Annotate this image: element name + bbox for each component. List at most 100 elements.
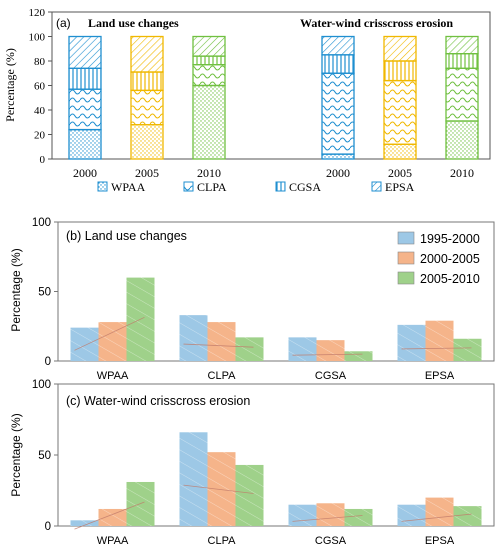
trend-line-epsa [401,513,472,522]
x-tick-label: CGSA [315,370,347,382]
panel-c-x-tick-labels: WPAA CLPA CGSA EPSA [97,535,455,547]
bar-segment-cgsa-2005 [383,60,417,82]
x-tick-label: CGSA [315,535,347,547]
bar-segment-wpaa-2005 [383,143,417,160]
y-tick-label: 60 [34,81,46,93]
bar-wpaa-2005-2010 [126,481,155,526]
bar-epsa-2000-2005 [425,497,454,526]
bar-segment-epsa-2005 [130,35,164,73]
y-tick-label: 0 [45,356,51,368]
bar-cgsa-2000-2005 [316,503,345,526]
bar-segment-wpaa-2010 [445,120,479,160]
panel-a-label: (a) [56,16,71,30]
y-tick-label: 100 [29,32,46,44]
bar-segment-clpa-2010 [445,67,479,122]
x-tick-label: EPSA [425,535,455,547]
y-tick-label: 80 [34,56,46,68]
y-tick-label: 50 [38,287,51,299]
bar-cgsa-1995-2000 [288,337,317,361]
panel-b-title: (b) Land use changes [66,229,187,243]
bar-clpa-2005-2010 [235,464,264,526]
panel-c-bars [70,432,482,530]
y-tick-label: 40 [34,105,46,117]
bar-segment-cgsa-2000 [321,54,355,74]
bar-segment-wpaa-2005 [130,124,164,160]
panel-b-bars [70,277,482,361]
legend-label-2000-2005: 2000-2005 [420,252,480,266]
x-tick-label: WPAA [97,535,129,547]
bar-clpa-1995-2000 [179,432,208,526]
bar-cgsa-2005-2010 [344,351,373,361]
bar-segment-epsa-2010 [445,35,479,55]
bar-wpaa-1995-2000 [70,327,99,361]
bar-segment-cgsa-2010 [192,55,226,66]
panel-c: (c) Water-wind crisscross erosion Percen… [9,379,495,547]
trend-line-cgsa [292,353,363,356]
panel-c-title: (c) Water-wind crisscross erosion [66,394,250,408]
legend-label-epsa: EPSA [385,180,415,194]
panel-c-y-ticks: 0 50 100 [32,379,58,533]
y-tick-label: 120 [29,7,46,19]
bar-segment-epsa-2010 [192,35,226,57]
trend-line-wpaa [74,316,145,351]
bar-segment-epsa-2005 [383,35,417,62]
bar-wpaa-1995-2000 [70,520,99,526]
legend-swatch-wpaa [97,181,108,192]
bar-epsa-2000-2005 [425,320,454,361]
bar-wpaa-2000-2005 [98,508,127,526]
bar-segment-clpa-2005 [383,79,417,145]
panel-a-x-tick-labels: 2000 2005 2010 2000 2005 2010 [73,166,474,180]
bar-segment-cgsa-2000 [68,67,102,90]
bar-cgsa-2005-2010 [344,508,373,526]
legend-label-1995-2000: 1995-2000 [420,232,480,246]
x-tick-label: 2000 [73,166,97,180]
y-tick-label: 0 [40,154,46,166]
bar-segment-wpaa-2000 [68,128,102,160]
bar-segment-clpa-2005 [130,89,164,126]
bar-clpa-2005-2010 [235,337,264,361]
panel-a-group-title-1: Land use changes [88,16,179,30]
panel-a: (a) Land use changes Water-wind crisscro… [3,7,491,194]
x-tick-label: 2010 [197,166,221,180]
bar-segment-epsa-2000 [321,35,355,56]
y-tick-label: 50 [38,450,51,462]
x-tick-label: 2005 [135,166,159,180]
legend-label-2005-2010: 2005-2010 [420,272,480,286]
panel-b-x-tick-labels: WPAA CLPA CGSA EPSA [97,370,455,382]
bar-segment-clpa-2000 [321,72,355,155]
y-tick-label: 100 [32,217,51,229]
panel-a-y-axis-label: Percentage (%) [3,48,17,122]
legend-swatch-2000-2005 [397,251,415,265]
bar-segment-wpaa-2010 [192,84,226,160]
legend-label-wpaa: WPAA [111,180,146,194]
panel-a-bars [68,35,479,160]
legend-swatch-2005-2010 [397,271,415,285]
bar-clpa-1995-2000 [179,315,208,361]
x-tick-label: 2000 [326,166,350,180]
legend-swatch-cgsa [275,181,286,192]
panel-a-legend: WPAA CLPA CGSA EPSA [97,180,415,194]
bar-epsa-2005-2010 [453,338,482,361]
legend-swatch-1995-2000 [397,231,415,245]
bar-epsa-1995-2000 [397,324,426,361]
bar-cgsa-1995-2000 [288,504,317,526]
panel-c-y-axis-label: Percentage (%) [9,413,23,496]
bar-clpa-2000-2005 [207,322,236,361]
legend-swatch-clpa [183,181,194,192]
panel-a-group-title-2: Water-wind crisscross erosion [300,16,453,30]
panel-b: (b) Land use changes Percentage (%) 0 50 1… [9,217,495,382]
x-tick-label: EPSA [425,370,455,382]
y-tick-label: 100 [32,379,51,391]
trend-line-cgsa [292,515,363,522]
bar-cgsa-2000-2005 [316,340,345,361]
legend-swatch-epsa [371,181,382,192]
y-tick-label: 0 [45,521,51,533]
y-tick-label: 20 [34,130,46,142]
panel-b-y-ticks: 0 50 100 [32,217,58,368]
x-tick-label: WPAA [97,370,129,382]
panel-b-y-axis-label: Percentage (%) [9,248,23,331]
x-tick-label: CLPA [208,370,237,382]
bar-wpaa-2000-2005 [98,322,127,361]
bar-segment-wpaa-2000 [321,153,355,160]
